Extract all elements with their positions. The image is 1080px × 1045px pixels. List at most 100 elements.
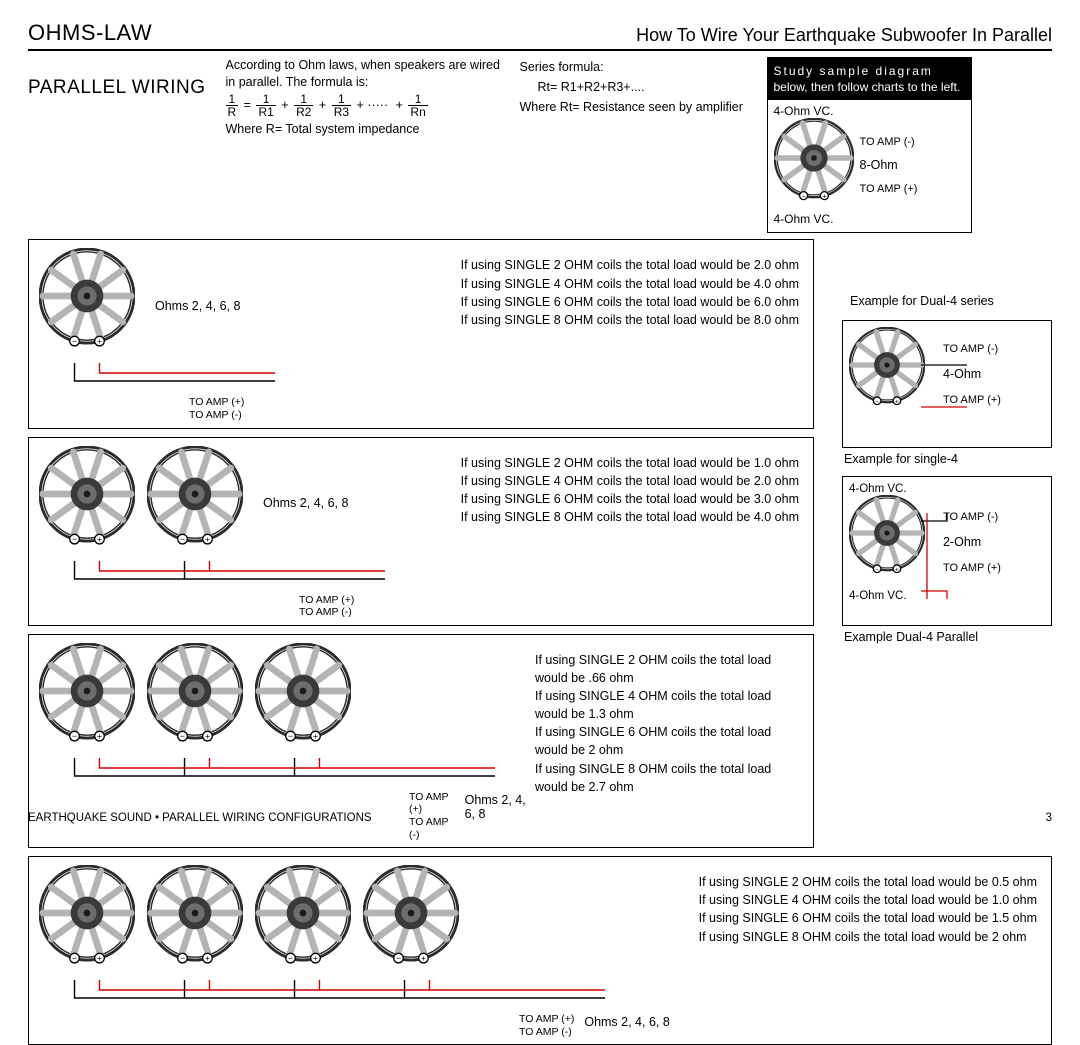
load-line: If using SINGLE 6 OHM coils the total lo…	[461, 490, 799, 508]
svg-text:−: −	[72, 953, 77, 963]
footer-right: 3	[1046, 812, 1052, 824]
load-line: If using SINGLE 6 OHM coils the total lo…	[535, 723, 799, 759]
section-title: PARALLEL WIRING	[28, 57, 218, 233]
speaker-icon: − +	[363, 865, 459, 980]
speaker-row: − + − + − +	[39, 643, 535, 758]
page-header: OHMS-LAW How To Wire Your Earthquake Sub…	[28, 20, 1052, 51]
sample-speaker-icon: − +	[849, 495, 925, 590]
formula-note: Where R= Total system impedance	[226, 121, 506, 138]
svg-text:−: −	[72, 731, 77, 741]
speaker-icon: − +	[147, 643, 243, 758]
parallel-formula-box: According to Ohm laws, when speakers are…	[226, 57, 506, 233]
svg-text:−: −	[288, 953, 293, 963]
amp-labels: TO AMP (+) TO AMP (-)	[189, 396, 244, 421]
sample-panel-1: − + TO AMP (-) 4-Ohm TO AMP (+)	[842, 320, 1052, 448]
svg-text:+: +	[205, 534, 210, 544]
svg-text:+: +	[313, 731, 318, 741]
speaker-icon: − +	[255, 865, 351, 980]
sample-panel-2: 4-Ohm VC. − + TO AMP (-) 2-Ohm TO AMP (+…	[842, 476, 1052, 626]
svg-text:−: −	[72, 336, 77, 346]
speaker-icon: − +	[39, 446, 135, 561]
load-line: If using SINGLE 6 OHM coils the total lo…	[461, 293, 799, 311]
svg-text:−: −	[180, 731, 185, 741]
svg-text:−: −	[396, 953, 401, 963]
svg-text:+: +	[205, 731, 210, 741]
load-info: If using SINGLE 2 OHM coils the total lo…	[461, 248, 803, 329]
svg-text:−: −	[180, 953, 185, 963]
load-line: If using SINGLE 8 OHM coils the total lo…	[535, 760, 799, 796]
svg-text:+: +	[97, 953, 102, 963]
svg-text:+: +	[313, 953, 318, 963]
svg-text:−: −	[801, 192, 805, 201]
wiring-lines	[39, 363, 315, 396]
study-caption: Example for Dual-4 series	[850, 294, 1050, 308]
load-line: If using SINGLE 4 OHM coils the total lo…	[535, 687, 799, 723]
load-line: If using SINGLE 2 OHM coils the total lo…	[535, 651, 799, 687]
load-line: If using SINGLE 2 OHM coils the total lo…	[699, 873, 1037, 891]
load-line: If using SINGLE 8 OHM coils the total lo…	[461, 508, 799, 526]
load-line: If using SINGLE 8 OHM coils the total lo…	[461, 311, 799, 329]
speaker-row: − + − + − + − +	[39, 865, 670, 980]
svg-text:−: −	[875, 399, 879, 406]
svg-text:−: −	[72, 534, 77, 544]
speaker-icon: − +	[39, 643, 135, 758]
speaker-icon: − +	[147, 865, 243, 980]
wiring-lines	[39, 758, 535, 791]
load-line: If using SINGLE 2 OHM coils the total lo…	[461, 454, 799, 472]
formula-intro: According to Ohm laws, when speakers are…	[226, 57, 506, 91]
load-info: If using SINGLE 2 OHM coils the total lo…	[535, 643, 803, 796]
wiring-panel-2: − + − + Ohms 2, 4, 6, 8 TO AMP (+) TO AM…	[28, 437, 814, 626]
svg-text:+: +	[421, 953, 426, 963]
footer-left: EARTHQUAKE SOUND • PARALLEL WIRING CONFI…	[28, 812, 372, 824]
wiring-lines	[39, 980, 670, 1013]
series-line-3: Where Rt= Resistance seen by amplifier	[520, 97, 759, 117]
formula-expression: 1R = 1R1 + 1R2 + 1R3 + ····· + 1Rn	[226, 91, 506, 121]
page-footer: EARTHQUAKE SOUND • PARALLEL WIRING CONFI…	[28, 812, 1052, 824]
right-sample-column: − + TO AMP (-) 4-Ohm TO AMP (+) Example …	[842, 320, 1052, 654]
sample-speaker-icon: − +	[849, 327, 925, 422]
load-info: If using SINGLE 2 OHM coils the total lo…	[699, 865, 1041, 946]
sample-caption-1: Example for single-4	[844, 452, 1052, 466]
speaker-icon: − +	[39, 248, 135, 363]
svg-text:−: −	[875, 567, 879, 574]
load-line: If using SINGLE 6 OHM coils the total lo…	[699, 909, 1037, 927]
svg-text:+: +	[97, 336, 102, 346]
amp-labels: TO AMP (+) TO AMP (-)	[299, 594, 354, 619]
load-line: If using SINGLE 8 OHM coils the total lo…	[699, 928, 1037, 946]
wiring-panel-1: − + Ohms 2, 4, 6, 8 TO AMP (+) TO AMP (-…	[28, 239, 814, 428]
svg-text:+: +	[97, 731, 102, 741]
load-info: If using SINGLE 2 OHM coils the total lo…	[461, 446, 803, 527]
header-right: How To Wire Your Earthquake Subwoofer In…	[636, 25, 1052, 46]
study-body: 4-Ohm VC. − + TO AMP (-) 8-Ohm TO AMP (+…	[768, 100, 971, 232]
ohms-label: Ohms 2, 4, 6, 8	[263, 496, 348, 510]
svg-text:+: +	[895, 399, 899, 406]
load-line: If using SINGLE 2 OHM coils the total lo…	[461, 256, 799, 274]
wiring-lines	[39, 561, 425, 594]
svg-text:+: +	[205, 953, 210, 963]
load-line: If using SINGLE 4 OHM coils the total lo…	[461, 275, 799, 293]
speaker-icon: − +	[39, 865, 135, 980]
speaker-row: − + Ohms 2, 4, 6, 8	[39, 248, 315, 363]
speaker-row: − + − + Ohms 2, 4, 6, 8	[39, 446, 425, 561]
study-sample-box: Study sample diagram below, then follow …	[767, 57, 972, 233]
svg-text:−: −	[180, 534, 185, 544]
sample-caption-2: Example Dual-4 Parallel	[844, 630, 1052, 644]
amp-labels: TO AMP (+) TO AMP (-)	[519, 1013, 574, 1038]
series-line-1: Series formula:	[520, 57, 759, 77]
svg-text:+: +	[97, 534, 102, 544]
ohms-label: Ohms 2, 4, 6, 8	[584, 1013, 669, 1029]
study-header: Study sample diagram below, then follow …	[768, 58, 971, 100]
speaker-icon: − +	[255, 643, 351, 758]
ohms-label: Ohms 2, 4, 6, 8	[155, 299, 240, 313]
wiring-panel-4: − + − + − + − +	[28, 856, 1052, 1045]
load-line: If using SINGLE 4 OHM coils the total lo…	[461, 472, 799, 490]
main-panels: − + Ohms 2, 4, 6, 8 TO AMP (+) TO AMP (-…	[28, 239, 814, 1045]
series-formula-box: Series formula: Rt= R1+R2+R3+.... Where …	[514, 57, 759, 233]
svg-text:+: +	[895, 567, 899, 574]
svg-text:−: −	[288, 731, 293, 741]
top-formula-row: PARALLEL WIRING According to Ohm laws, w…	[28, 57, 1052, 233]
header-left: OHMS-LAW	[28, 20, 152, 46]
speaker-icon: − +	[147, 446, 243, 561]
svg-text:+: +	[822, 192, 826, 201]
load-line: If using SINGLE 4 OHM coils the total lo…	[699, 891, 1037, 909]
